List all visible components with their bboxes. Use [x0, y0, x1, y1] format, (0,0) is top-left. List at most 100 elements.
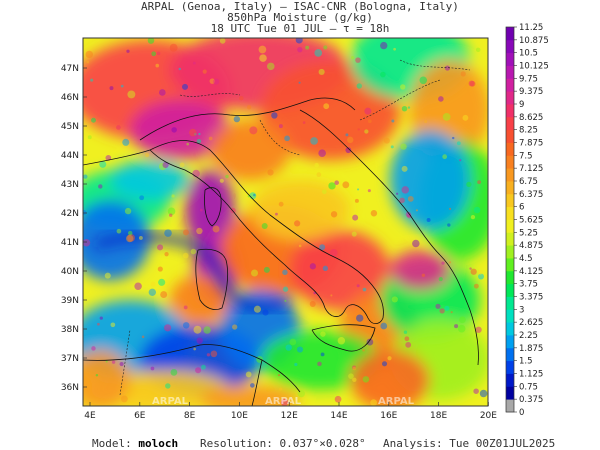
- field-speck: [253, 193, 256, 197]
- colorbar-segment: [506, 27, 514, 41]
- field-speck: [457, 324, 466, 333]
- latitude-labels: 36N 37N 38N 39N 40N 41N 42N 43N 44N 45N 46N 47N: [61, 64, 87, 393]
- coastline: [83, 149, 151, 166]
- field-speck: [203, 326, 211, 334]
- coastline: [139, 97, 356, 141]
- field-speck: [83, 239, 91, 247]
- field-speck: [104, 272, 111, 279]
- field-speck: [249, 126, 258, 135]
- field-speck: [380, 41, 388, 50]
- field-speck: [116, 228, 122, 234]
- field-speck: [421, 273, 426, 277]
- field-speck: [412, 239, 420, 248]
- field-speck: [167, 207, 176, 216]
- field-speck: [401, 105, 408, 112]
- field-speck: [282, 269, 288, 276]
- field-speck: [395, 192, 399, 195]
- field-speck: [267, 62, 275, 71]
- field-speck: [460, 71, 466, 77]
- field-speck: [253, 305, 261, 313]
- field-speck: [323, 45, 328, 50]
- field-blobs: [83, 38, 488, 406]
- colorbar-label: 8.25: [519, 126, 538, 136]
- field-blob: [130, 100, 230, 160]
- field-speck: [415, 209, 418, 212]
- field-speck: [470, 214, 476, 220]
- field-speck: [405, 341, 412, 348]
- longitude-label: 4E: [84, 411, 96, 421]
- colorbar-label: 0: [519, 408, 524, 418]
- field-speck: [213, 78, 220, 85]
- border-line: [119, 329, 131, 396]
- field-speck: [119, 361, 124, 367]
- colorbar-label: 0.75: [519, 382, 538, 392]
- field-speck: [407, 195, 414, 202]
- field-speck: [362, 348, 365, 352]
- field-speck: [314, 162, 319, 168]
- field-speck: [85, 50, 93, 59]
- field-speck: [362, 376, 370, 383]
- field-speck: [261, 223, 268, 229]
- field-speck: [313, 291, 317, 295]
- field-speck: [239, 96, 244, 101]
- colorbar-label: 10.5: [519, 49, 538, 59]
- field-speck: [475, 47, 481, 53]
- field-speck: [250, 383, 255, 388]
- field-speck: [277, 373, 281, 377]
- field-speck: [448, 207, 452, 210]
- field-speck: [341, 312, 348, 319]
- field-speck: [98, 184, 103, 189]
- field-speck: [318, 68, 325, 75]
- field-speck: [157, 244, 164, 251]
- field-speck: [196, 337, 203, 344]
- field-speck: [468, 80, 475, 87]
- field-speck: [477, 180, 481, 184]
- field-speck: [370, 210, 378, 217]
- longitude-label: 14E: [330, 411, 347, 421]
- colorbar-segment: [506, 309, 514, 323]
- field-speck: [183, 229, 189, 236]
- field-speck: [466, 181, 472, 188]
- field-speck: [351, 231, 357, 237]
- field-speck: [125, 234, 134, 243]
- longitude-label: 6E: [134, 411, 146, 421]
- field-speck: [348, 373, 354, 380]
- colorbar-label: 8.625: [519, 113, 543, 123]
- plot-frame: [82, 37, 489, 407]
- field-speck: [91, 346, 96, 351]
- field-blob: [110, 160, 190, 200]
- colorbar-segment: [506, 78, 514, 92]
- field-speck: [120, 84, 124, 88]
- field-speck: [138, 235, 143, 240]
- field-speck: [351, 55, 355, 60]
- field-speck: [195, 367, 202, 374]
- field-speck: [356, 83, 362, 89]
- field-speck: [364, 129, 369, 134]
- field-speck: [309, 300, 316, 307]
- field-speck: [364, 107, 372, 115]
- field-speck: [366, 338, 374, 346]
- border-line: [179, 93, 241, 97]
- field-speck: [441, 261, 445, 265]
- field-speck: [139, 195, 145, 201]
- field-speck: [318, 149, 326, 157]
- field-speck: [294, 220, 301, 227]
- field-speck: [438, 277, 443, 282]
- field-blob: [350, 350, 430, 406]
- field-speck: [97, 322, 100, 326]
- field-speck: [329, 248, 338, 257]
- field-speck: [383, 137, 390, 144]
- colorbar-segment: [506, 52, 514, 66]
- colorbar-segment: [506, 245, 514, 259]
- field-speck: [196, 138, 202, 144]
- colorbar-label: 3.375: [519, 293, 543, 303]
- field-speck: [247, 195, 250, 198]
- field-speck: [459, 159, 462, 162]
- field-speck: [439, 308, 445, 314]
- watermark: ARPAL: [265, 396, 302, 407]
- field-speck: [334, 180, 339, 185]
- field-blob: [210, 120, 290, 180]
- field-speck: [155, 63, 160, 68]
- field-speck: [316, 172, 322, 178]
- field-speck: [105, 360, 108, 363]
